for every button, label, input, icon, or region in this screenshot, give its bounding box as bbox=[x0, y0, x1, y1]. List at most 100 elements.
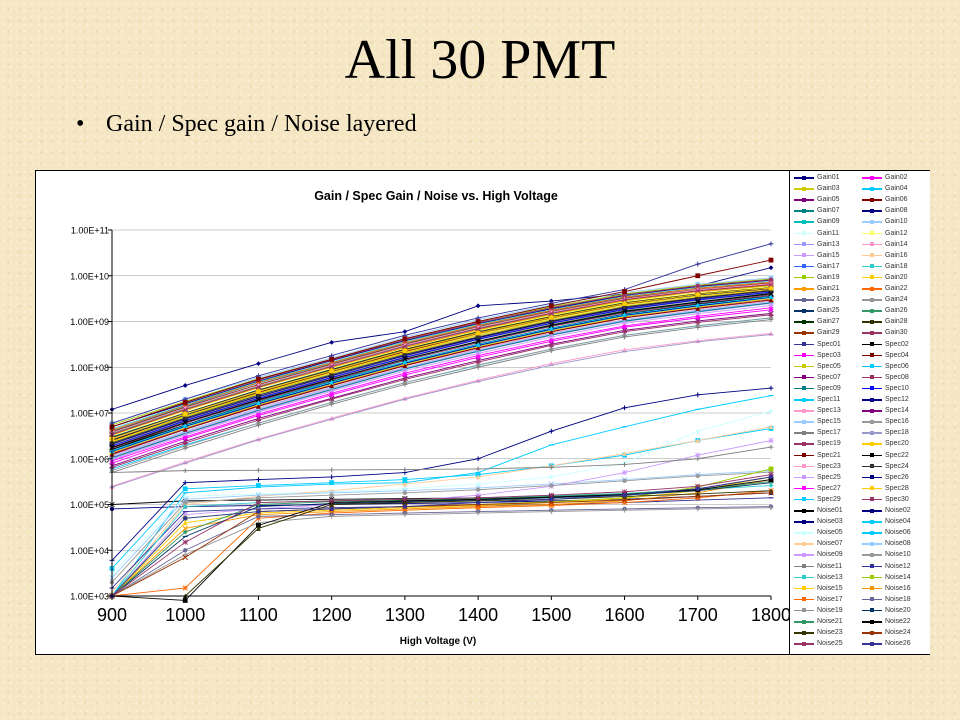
legend-item: Spec11 bbox=[794, 395, 860, 405]
series-line bbox=[111, 289, 772, 442]
legend-label: Spec22 bbox=[885, 451, 909, 459]
data-point bbox=[256, 389, 261, 394]
legend-marker bbox=[802, 552, 806, 557]
legend-item: Spec04 bbox=[862, 351, 928, 361]
series-noise18 bbox=[109, 504, 774, 599]
legend-label: Noise03 bbox=[817, 518, 843, 526]
legend-label: Spec25 bbox=[817, 473, 841, 481]
data-point bbox=[548, 499, 555, 506]
series-line bbox=[111, 281, 772, 430]
y-tick-label: 1.00E+04 bbox=[70, 546, 109, 556]
data-point bbox=[768, 444, 774, 450]
legend-marker bbox=[870, 208, 874, 213]
x-tick-label: 1100 bbox=[239, 605, 278, 625]
data-point bbox=[182, 554, 188, 561]
y-tick-label: 1.00E+03 bbox=[70, 592, 109, 602]
data-point bbox=[695, 325, 701, 330]
legend-label: Gain09 bbox=[817, 218, 840, 226]
legend-label: Noise09 bbox=[817, 551, 843, 559]
data-point bbox=[622, 301, 627, 306]
legend: Gain01 Gain02 Gain03 Gain04 Gain05 Gain06 Gain… bbox=[789, 171, 930, 654]
series-spec30 bbox=[109, 281, 774, 438]
legend-item: Spec26 bbox=[862, 473, 928, 483]
legend-item: Spec28 bbox=[862, 484, 928, 494]
legend-marker bbox=[870, 641, 874, 646]
legend-marker bbox=[870, 630, 874, 635]
data-point bbox=[256, 495, 261, 500]
series-line bbox=[111, 319, 772, 473]
data-point bbox=[695, 306, 701, 311]
legend-item: Noise23 bbox=[794, 628, 860, 638]
legend-label: Gain15 bbox=[817, 251, 840, 259]
legend-item: Gain11 bbox=[794, 229, 860, 239]
data-point bbox=[256, 361, 261, 367]
data-point bbox=[402, 336, 408, 342]
data-point bbox=[475, 345, 481, 351]
series-line bbox=[111, 289, 772, 444]
legend-item: Noise09 bbox=[794, 550, 860, 560]
data-point bbox=[255, 497, 262, 503]
series-line bbox=[111, 296, 772, 452]
data-point bbox=[475, 492, 481, 498]
legend-marker bbox=[802, 430, 806, 435]
legend-label: Gain18 bbox=[885, 262, 908, 270]
legend-marker bbox=[870, 619, 874, 624]
data-point bbox=[182, 552, 188, 558]
legend-item: Gain13 bbox=[794, 240, 860, 250]
legend-label: Spec30 bbox=[885, 495, 909, 503]
legend-item: Gain14 bbox=[862, 240, 928, 250]
legend-marker bbox=[870, 242, 874, 247]
legend-label: Noise21 bbox=[817, 618, 843, 625]
legend-marker bbox=[802, 530, 806, 535]
legend-item: Gain02 bbox=[862, 173, 928, 183]
legend-label: Gain07 bbox=[817, 207, 840, 215]
data-point bbox=[328, 498, 335, 504]
legend-label: Gain28 bbox=[885, 318, 908, 326]
data-point bbox=[768, 490, 774, 496]
data-point bbox=[475, 481, 481, 487]
data-point bbox=[256, 514, 261, 519]
data-point bbox=[622, 405, 627, 411]
legend-label: Noise16 bbox=[885, 584, 911, 592]
legend-marker bbox=[802, 586, 806, 591]
series-line bbox=[111, 332, 772, 487]
data-point bbox=[255, 499, 262, 506]
legend-item: Noise15 bbox=[794, 584, 860, 594]
data-point bbox=[549, 483, 554, 488]
data-point bbox=[256, 483, 261, 488]
series-line bbox=[111, 470, 772, 579]
legend-label: Noise01 bbox=[817, 507, 843, 514]
data-point bbox=[182, 504, 188, 509]
legend-item: Gain10 bbox=[862, 217, 928, 227]
data-point bbox=[182, 492, 188, 494]
legend-marker bbox=[802, 297, 806, 302]
legend-item: Spec06 bbox=[862, 362, 928, 372]
legend-item: Spec23 bbox=[794, 462, 860, 472]
legend-marker bbox=[870, 586, 874, 591]
series-line bbox=[111, 482, 772, 597]
legend-label: Spec28 bbox=[885, 484, 909, 492]
legend-label: Gain14 bbox=[885, 240, 908, 248]
series-line bbox=[111, 294, 772, 449]
data-point bbox=[695, 287, 701, 293]
series-line bbox=[111, 314, 772, 468]
series-spec27 bbox=[109, 307, 774, 466]
data-point bbox=[402, 504, 408, 509]
legend-marker bbox=[870, 197, 874, 202]
legend-marker bbox=[802, 286, 806, 291]
data-point bbox=[256, 508, 261, 510]
legend-item: Noise16 bbox=[862, 584, 928, 594]
data-point bbox=[768, 505, 774, 511]
legend-label: Noise23 bbox=[817, 629, 843, 637]
chart-plot: 1.00E+03 1.00E+04 1.00E+05 1.00E+06 1.00E+07… bbox=[70, 189, 789, 647]
series-noise03 bbox=[109, 385, 774, 563]
legend-label: Gain24 bbox=[885, 296, 908, 304]
legend-marker bbox=[802, 419, 806, 424]
data-point bbox=[475, 338, 481, 345]
legend-marker bbox=[870, 508, 874, 513]
series-line bbox=[111, 440, 772, 597]
series-line bbox=[111, 307, 772, 462]
data-point bbox=[768, 466, 774, 472]
legend-item: Noise14 bbox=[862, 573, 928, 583]
data-point bbox=[182, 486, 188, 492]
